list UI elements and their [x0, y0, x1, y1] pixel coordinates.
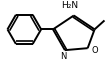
Text: O: O — [91, 46, 98, 55]
Text: H₂N: H₂N — [61, 1, 78, 10]
Text: N: N — [60, 52, 66, 61]
